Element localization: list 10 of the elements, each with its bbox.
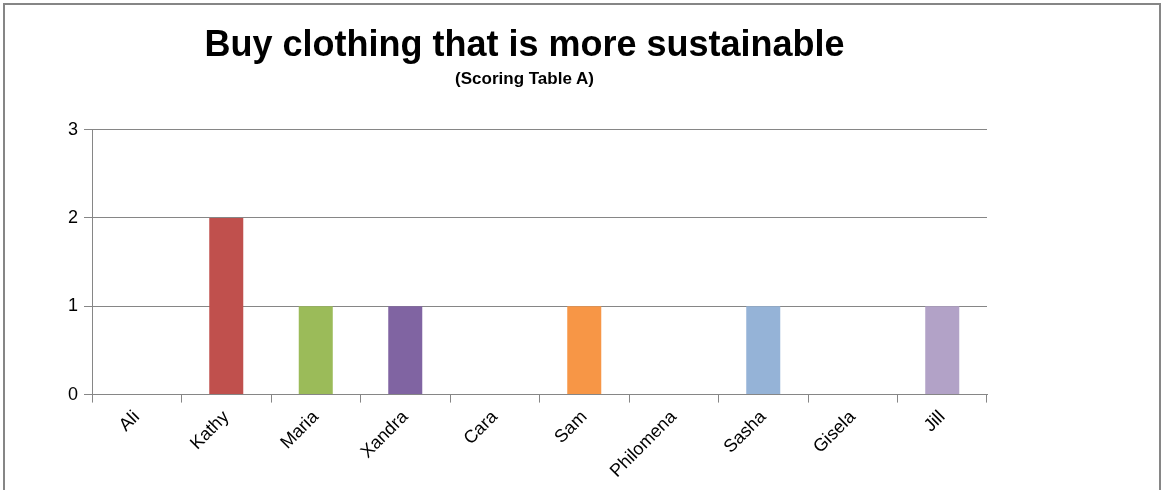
y-tick-label: 2 xyxy=(68,206,79,227)
chart-subtitle: (Scoring Table A) xyxy=(455,69,594,89)
x-tick-label: Jill xyxy=(919,406,949,436)
x-tick-label: Cara xyxy=(459,405,502,449)
chart-title: Buy clothing that is more sustainable xyxy=(204,22,845,64)
y-tick-label: 3 xyxy=(68,118,79,139)
x-tick-label: Ali xyxy=(114,406,144,435)
x-tick-label: Sam xyxy=(550,406,591,447)
y-tick-label: 0 xyxy=(68,383,79,404)
y-tick-label: 1 xyxy=(68,295,79,316)
